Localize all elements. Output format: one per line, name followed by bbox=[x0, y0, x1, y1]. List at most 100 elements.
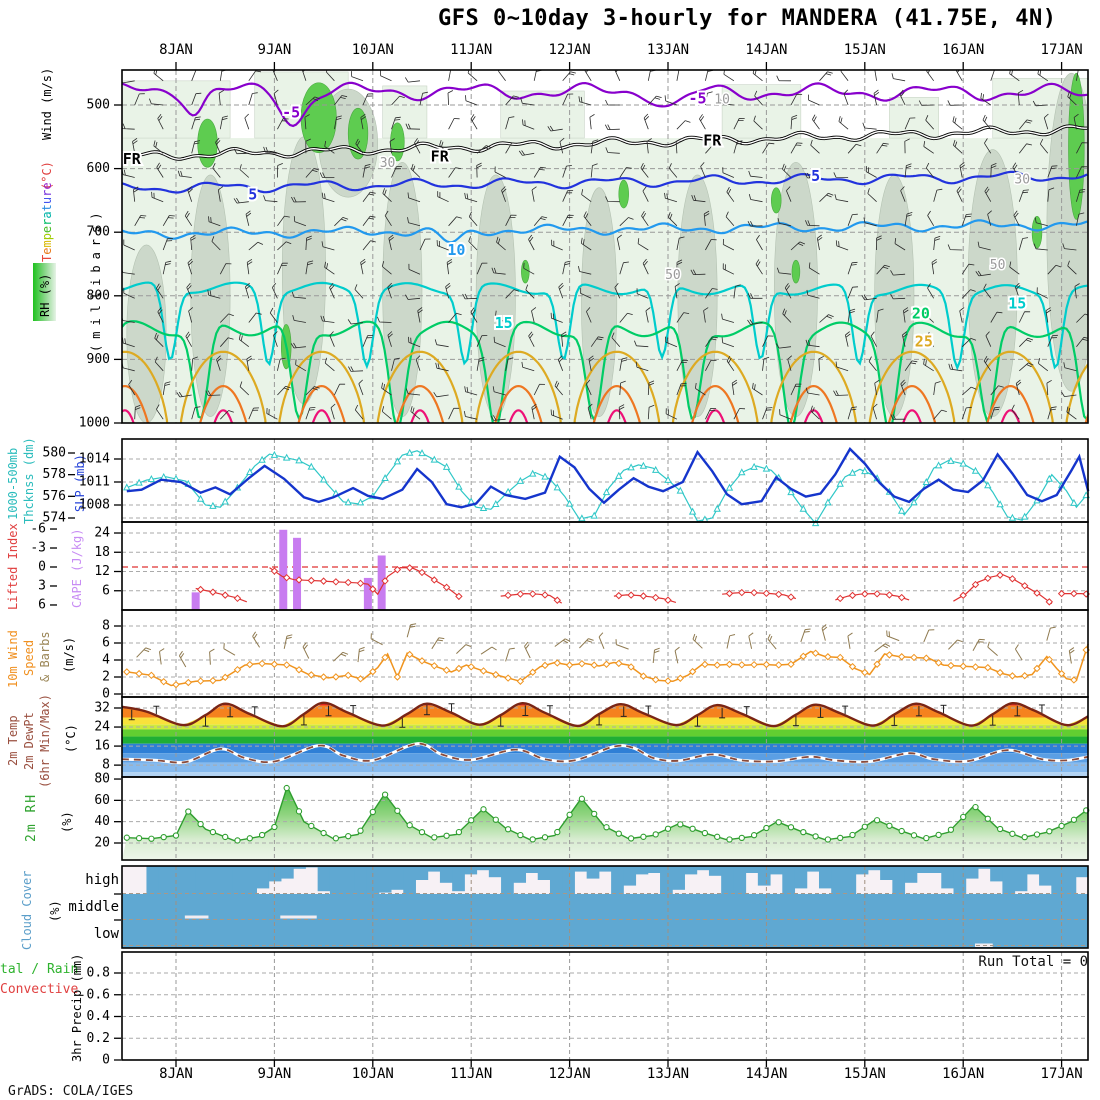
svg-text:6: 6 bbox=[38, 597, 46, 612]
svg-text:FR: FR bbox=[431, 148, 450, 166]
svg-text:30: 30 bbox=[1014, 173, 1030, 188]
svg-text:40: 40 bbox=[94, 814, 110, 829]
bottom-date-label: 16JAN bbox=[942, 1066, 985, 1082]
page-title: GFS 0~10day 3-hourly for MANDERA (41.75E… bbox=[438, 6, 1057, 31]
top-date-label: 11JAN bbox=[450, 42, 493, 58]
svg-text:15: 15 bbox=[1008, 294, 1026, 312]
svg-text:20: 20 bbox=[94, 836, 110, 851]
panel-precip bbox=[122, 952, 1088, 1060]
svg-text:15: 15 bbox=[495, 314, 513, 332]
svg-text:12: 12 bbox=[94, 564, 110, 579]
bottom-date-label: 17JAN bbox=[1040, 1066, 1083, 1082]
svg-text:80: 80 bbox=[94, 772, 110, 787]
svg-text:50: 50 bbox=[990, 258, 1006, 273]
svg-text:-5: -5 bbox=[282, 104, 300, 122]
panel-li-cape bbox=[122, 522, 1090, 610]
svg-text:-6: -6 bbox=[30, 522, 46, 537]
bottom-date-label: 13JAN bbox=[646, 1066, 690, 1082]
svg-text:700: 700 bbox=[87, 225, 110, 240]
svg-text:0: 0 bbox=[102, 687, 110, 702]
top-date-label: 12JAN bbox=[548, 42, 591, 58]
svg-text:0.2: 0.2 bbox=[87, 1031, 110, 1046]
svg-text:5: 5 bbox=[248, 186, 257, 204]
bottom-date-label: 15JAN bbox=[843, 1066, 886, 1082]
top-date-label: 8JAN bbox=[159, 42, 193, 58]
svg-text:50: 50 bbox=[665, 268, 681, 283]
bottom-date-label: 8JAN bbox=[159, 1066, 193, 1082]
svg-text:10: 10 bbox=[714, 92, 730, 107]
svg-text:1011: 1011 bbox=[79, 474, 110, 489]
svg-text:8: 8 bbox=[102, 619, 110, 634]
svg-text:900: 900 bbox=[87, 352, 110, 367]
cape-bar bbox=[363, 577, 372, 610]
svg-text:578: 578 bbox=[43, 467, 66, 482]
panel-temp2m bbox=[121, 697, 1089, 777]
svg-text:24: 24 bbox=[94, 720, 110, 735]
top-date-label: 16JAN bbox=[942, 42, 985, 58]
lifted-index-line bbox=[835, 592, 910, 601]
svg-text:10: 10 bbox=[447, 241, 465, 259]
svg-text:-5: -5 bbox=[688, 90, 706, 108]
bottom-date-label: 10JAN bbox=[351, 1066, 394, 1082]
cape-bar bbox=[293, 537, 302, 610]
svg-text:middle: middle bbox=[68, 899, 119, 915]
svg-text:0.4: 0.4 bbox=[87, 1009, 111, 1024]
svg-text:5: 5 bbox=[811, 167, 820, 185]
dewpoint-line bbox=[121, 742, 1089, 764]
run-total-label: Run Total = 0 bbox=[978, 954, 1088, 970]
top-date-label: 15JAN bbox=[843, 42, 886, 58]
svg-text:32: 32 bbox=[94, 701, 110, 716]
svg-text:low: low bbox=[94, 926, 120, 942]
slp-line bbox=[126, 447, 1090, 509]
panel-upper-air: -5 -5 FR FR FR 5 5 10 15 15 20 25 30 30 50 50 10 bbox=[122, 70, 1088, 423]
svg-text:574: 574 bbox=[43, 511, 67, 526]
svg-text:1008: 1008 bbox=[79, 498, 110, 513]
precip-convective-legend: Convective bbox=[0, 982, 79, 997]
bottom-date-label: 14JAN bbox=[745, 1066, 788, 1082]
svg-text:8: 8 bbox=[102, 758, 110, 773]
svg-text:0.6: 0.6 bbox=[87, 987, 110, 1002]
rh-legend-box: RH (%) bbox=[33, 263, 56, 321]
panel-slp-thickness bbox=[122, 439, 1090, 527]
top-date-label: 13JAN bbox=[646, 42, 690, 58]
lifted-index-line bbox=[722, 591, 797, 600]
svg-text:6: 6 bbox=[102, 583, 110, 598]
svg-text:800: 800 bbox=[87, 288, 110, 303]
bottom-date-label: 9JAN bbox=[257, 1066, 292, 1082]
svg-text:2: 2 bbox=[102, 670, 110, 685]
svg-text:30: 30 bbox=[380, 156, 396, 171]
precip-total-rain-legend: tal / Rain bbox=[0, 962, 79, 977]
cape-bar bbox=[377, 555, 386, 610]
top-date-label: 14JAN bbox=[745, 42, 788, 58]
svg-text:20: 20 bbox=[912, 305, 930, 323]
svg-text:60: 60 bbox=[94, 793, 110, 808]
svg-text:-3: -3 bbox=[30, 541, 46, 556]
cape-bar bbox=[279, 529, 288, 610]
svg-text:4: 4 bbox=[102, 653, 110, 668]
svg-text:576: 576 bbox=[43, 489, 66, 504]
top-date-label: 17JAN bbox=[1040, 42, 1083, 58]
svg-text:580: 580 bbox=[43, 446, 66, 461]
svg-text:25: 25 bbox=[915, 333, 933, 351]
svg-text:600: 600 bbox=[87, 161, 110, 176]
panel-rh2m bbox=[122, 777, 1090, 860]
svg-text:1000: 1000 bbox=[79, 416, 110, 431]
svg-text:high: high bbox=[85, 872, 119, 888]
panel-wind10m bbox=[122, 610, 1090, 697]
svg-text:24: 24 bbox=[94, 526, 110, 541]
svg-text:1014: 1014 bbox=[79, 451, 110, 466]
top-date-label: 10JAN bbox=[351, 42, 394, 58]
temp2m-line bbox=[121, 701, 1089, 728]
svg-text:3: 3 bbox=[38, 578, 46, 593]
rh2m-area bbox=[122, 786, 1089, 860]
bottom-date-label: 11JAN bbox=[450, 1066, 493, 1082]
top-date-label: 9JAN bbox=[257, 42, 292, 58]
grads-credit: GrADS: COLA/IGES bbox=[8, 1084, 134, 1099]
lifted-index-line bbox=[953, 573, 1053, 605]
cape-bar bbox=[191, 592, 200, 610]
lifted-index-line bbox=[269, 566, 460, 598]
bottom-date-label: 12JAN bbox=[548, 1066, 591, 1082]
svg-text:16: 16 bbox=[94, 739, 110, 754]
